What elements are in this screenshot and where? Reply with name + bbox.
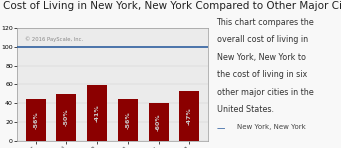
Text: -50%: -50%: [64, 108, 69, 126]
Text: United States.: United States.: [217, 105, 273, 114]
Text: —: —: [217, 124, 225, 133]
Text: Cost of Living in New York, New York Compared to Other Major Cities: Cost of Living in New York, New York Com…: [3, 1, 341, 11]
Text: New York, New York: New York, New York: [237, 124, 306, 130]
Text: -41%: -41%: [95, 104, 100, 122]
Text: overall cost of living in: overall cost of living in: [217, 35, 308, 44]
Text: -56%: -56%: [125, 111, 130, 129]
Text: the cost of living in six: the cost of living in six: [217, 70, 307, 79]
Text: -47%: -47%: [187, 107, 192, 125]
Bar: [149, 103, 168, 141]
Text: This chart compares the: This chart compares the: [217, 18, 314, 27]
Bar: [179, 91, 199, 141]
Text: © 2016 PayScale, Inc.: © 2016 PayScale, Inc.: [25, 36, 83, 42]
Text: -60%: -60%: [156, 113, 161, 131]
Bar: [26, 99, 46, 141]
Text: New York, New York to: New York, New York to: [217, 53, 306, 62]
Text: -56%: -56%: [33, 111, 38, 129]
Text: other major cities in the: other major cities in the: [217, 88, 313, 97]
Bar: [118, 99, 138, 141]
Bar: [87, 85, 107, 141]
Bar: [57, 94, 76, 141]
